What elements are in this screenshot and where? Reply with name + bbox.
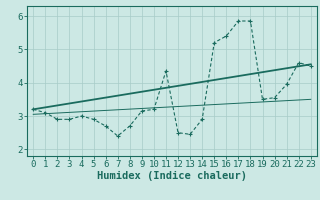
X-axis label: Humidex (Indice chaleur): Humidex (Indice chaleur) (97, 171, 247, 181)
